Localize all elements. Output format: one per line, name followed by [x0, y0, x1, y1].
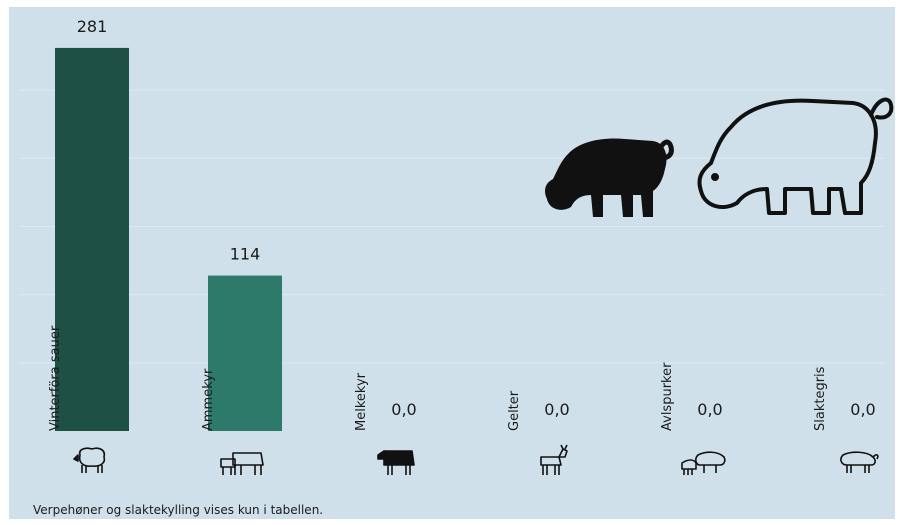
suckler-cow-with-calf-icon	[220, 452, 264, 475]
chart-panel: 281 Vinterföra sauer 114 Ammekyr 0,0 Melkekyr…	[9, 7, 895, 519]
bars	[55, 47, 282, 432]
category-label: Slaktegris	[813, 366, 828, 431]
goat-icon	[540, 444, 568, 475]
value-label: 0,0	[391, 400, 416, 419]
chart-footnote: Verpehøner og slaktekylling vises kun i …	[33, 503, 324, 517]
bar	[55, 47, 129, 432]
sheep-icon	[73, 447, 106, 473]
value-label: 0,0	[544, 400, 569, 419]
category-icons	[73, 444, 879, 475]
value-label: 114	[230, 245, 261, 264]
category-label: Melkekyr	[354, 372, 369, 431]
bar	[208, 275, 282, 431]
category-label: Avlspurker	[660, 362, 675, 431]
sow-with-piglets-icon	[681, 451, 726, 475]
value-label: 0,0	[697, 400, 722, 419]
dairy-cow-icon	[377, 450, 415, 475]
pig-icon	[840, 451, 879, 473]
value-label: 281	[77, 17, 108, 36]
labels: 281 Vinterföra sauer 114 Ammekyr 0,0 Melkekyr…	[48, 17, 876, 431]
pig-outline-icon	[697, 97, 894, 215]
pig-solid-icon	[545, 138, 674, 217]
bar-chart: 281 Vinterföra sauer 114 Ammekyr 0,0 Melkekyr…	[19, 17, 894, 475]
category-label: Gelter	[507, 390, 522, 431]
value-label: 0,0	[850, 400, 875, 419]
category-label: Vinterföra sauer	[48, 325, 63, 431]
category-label: Ammekyr	[201, 368, 216, 431]
gridlines	[19, 89, 885, 364]
